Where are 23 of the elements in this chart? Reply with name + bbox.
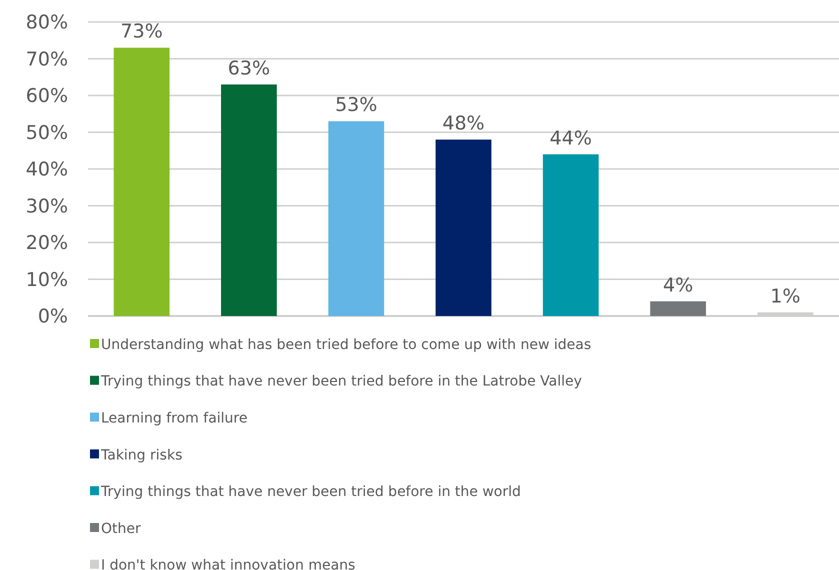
data-label: 73% — [120, 20, 163, 43]
data-label: 1% — [770, 285, 800, 308]
legend-label: Trying things that have never been tried before in the world — [100, 484, 521, 500]
legend-label: Taking risks — [100, 447, 182, 464]
y-tick-label: 10% — [26, 268, 68, 291]
legend-label: I don't know what innovation means — [101, 558, 356, 570]
data-label: 44% — [550, 127, 592, 150]
legend-label: Learning from failure — [101, 410, 248, 426]
data-label: 53% — [335, 94, 378, 116]
legend-label: Other — [101, 520, 141, 537]
y-tick-label: 60% — [26, 85, 68, 108]
y-tick-label: 30% — [26, 195, 68, 218]
y-tick-label: 70% — [26, 48, 68, 70]
legend-label: Understanding what has been tried before to come up with new ideas — [101, 336, 592, 353]
y-tick-label: 20% — [26, 232, 68, 254]
data-label: 63% — [228, 57, 270, 80]
y-tick-label: 40% — [26, 158, 68, 181]
y-tick-label: 0% — [38, 306, 68, 328]
legend-label: Trying things that have never been tried before in the Latrobe Valley — [100, 374, 582, 390]
data-label: 4% — [662, 274, 694, 296]
y-tick-label: 50% — [26, 122, 68, 144]
data-label: 48% — [442, 112, 485, 135]
y-tick-label: 80% — [26, 12, 68, 34]
